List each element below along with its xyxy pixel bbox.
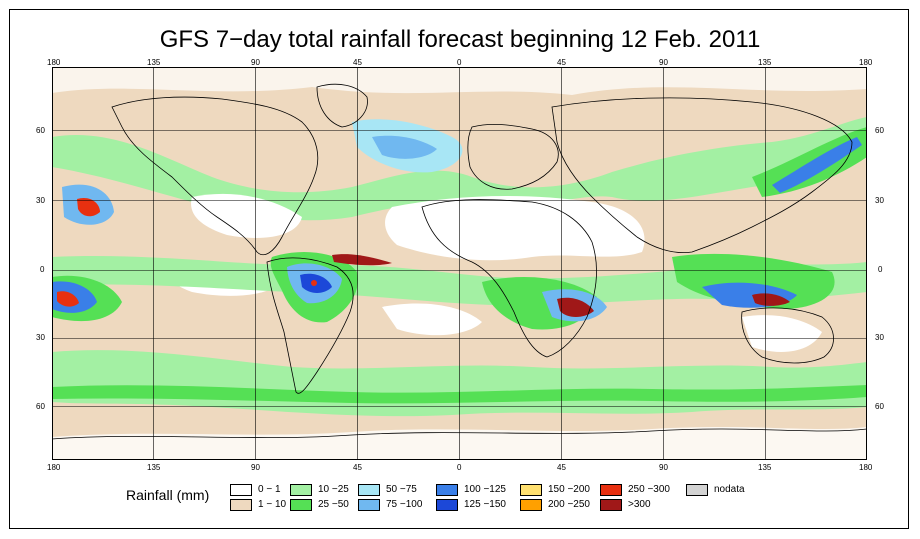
north-pacific-band bbox=[752, 127, 867, 197]
north-pacific-dry bbox=[191, 193, 302, 238]
australia-dry bbox=[742, 315, 822, 352]
legend-swatch bbox=[600, 499, 622, 511]
legend-label: 250 −300 bbox=[628, 484, 670, 495]
map-border bbox=[52, 67, 867, 460]
legend-swatch bbox=[230, 499, 252, 511]
lat-tick-right-1: 60 bbox=[875, 126, 884, 135]
graticule bbox=[52, 67, 867, 460]
lon-tick-bottom-7: 90 bbox=[659, 463, 668, 472]
lat-tick-right-5: 60 bbox=[875, 402, 884, 411]
legend-label: 0 − 1 bbox=[258, 484, 281, 495]
lon-tick-top-8: 135 bbox=[758, 58, 772, 67]
legend-swatch bbox=[230, 484, 252, 496]
legend-label: 25 −50 bbox=[318, 499, 349, 510]
figure-frame bbox=[9, 9, 909, 529]
legend-label: 125 −150 bbox=[464, 499, 506, 510]
lat-tick-left-5: 60 bbox=[36, 402, 45, 411]
legend-swatch bbox=[358, 499, 380, 511]
lon-tick-top-9: 180 bbox=[859, 58, 873, 67]
legend-swatch bbox=[600, 484, 622, 496]
south-pacific-core bbox=[57, 291, 79, 307]
north-atlantic-core bbox=[372, 135, 437, 159]
legend-label: 50 −75 bbox=[386, 484, 417, 495]
legend-swatch bbox=[520, 499, 542, 511]
coastlines bbox=[52, 83, 867, 440]
lon-tick-top-7: 90 bbox=[659, 58, 668, 67]
lat-tick-right-3: 0 bbox=[878, 265, 883, 274]
lon-tick-top-6: 45 bbox=[557, 58, 566, 67]
legend-title: Rainfall (mm) bbox=[126, 487, 210, 503]
lat-tick-left-1: 60 bbox=[36, 126, 45, 135]
legend-label: 100 −125 bbox=[464, 484, 506, 495]
legend-swatch bbox=[358, 484, 380, 496]
lat-tick-right-4: 30 bbox=[875, 333, 884, 342]
lon-tick-bottom-8: 135 bbox=[758, 463, 772, 472]
lon-tick-bottom-3: 90 bbox=[251, 463, 260, 472]
lat-tick-left-4: 30 bbox=[36, 333, 45, 342]
amazon-extreme bbox=[311, 280, 317, 286]
lat-tick-right-2: 30 bbox=[875, 196, 884, 205]
legend-swatch bbox=[436, 499, 458, 511]
legend-swatch bbox=[290, 484, 312, 496]
lon-tick-bottom-9: 180 bbox=[859, 463, 873, 472]
australia-north-core bbox=[752, 293, 790, 306]
legend-swatch bbox=[520, 484, 542, 496]
lon-tick-bottom-1: 180 bbox=[47, 463, 61, 472]
lon-tick-top-4: 45 bbox=[353, 58, 362, 67]
sahara-dry bbox=[385, 195, 645, 261]
legend-swatch bbox=[290, 499, 312, 511]
legend-label: 1 − 10 bbox=[258, 499, 287, 510]
lon-tick-top-5: 0 bbox=[457, 58, 462, 67]
lon-tick-top-3: 90 bbox=[251, 58, 260, 67]
lon-tick-bottom-2: 135 bbox=[147, 463, 161, 472]
lon-tick-bottom-4: 45 bbox=[353, 463, 362, 472]
legend-label: >300 bbox=[628, 499, 651, 510]
lat-tick-left-3: 0 bbox=[40, 265, 45, 274]
north-pacific-heavy bbox=[772, 137, 862, 193]
legend-label: 150 −200 bbox=[548, 484, 590, 495]
mozambique-channel-core bbox=[557, 297, 594, 317]
legend-label: nodata bbox=[714, 484, 745, 495]
legend-label: 75 −100 bbox=[386, 499, 423, 510]
central-pacific-core bbox=[77, 197, 100, 217]
legend-swatch bbox=[436, 484, 458, 496]
lon-tick-bottom-5: 0 bbox=[457, 463, 462, 472]
lon-tick-bottom-6: 45 bbox=[557, 463, 566, 472]
atlantic-itcz-heavy bbox=[332, 254, 392, 266]
legend-label: 10 −25 bbox=[318, 484, 349, 495]
legend-swatch bbox=[686, 484, 708, 496]
lon-tick-top-1: 180 bbox=[47, 58, 61, 67]
lat-tick-left-2: 30 bbox=[36, 196, 45, 205]
lon-tick-top-2: 135 bbox=[147, 58, 161, 67]
south-atlantic-dry bbox=[382, 303, 482, 336]
rainfall-map bbox=[52, 67, 867, 460]
legend-label: 200 −250 bbox=[548, 499, 590, 510]
map-title: GFS 7−day total rainfall forecast beginn… bbox=[159, 26, 761, 53]
